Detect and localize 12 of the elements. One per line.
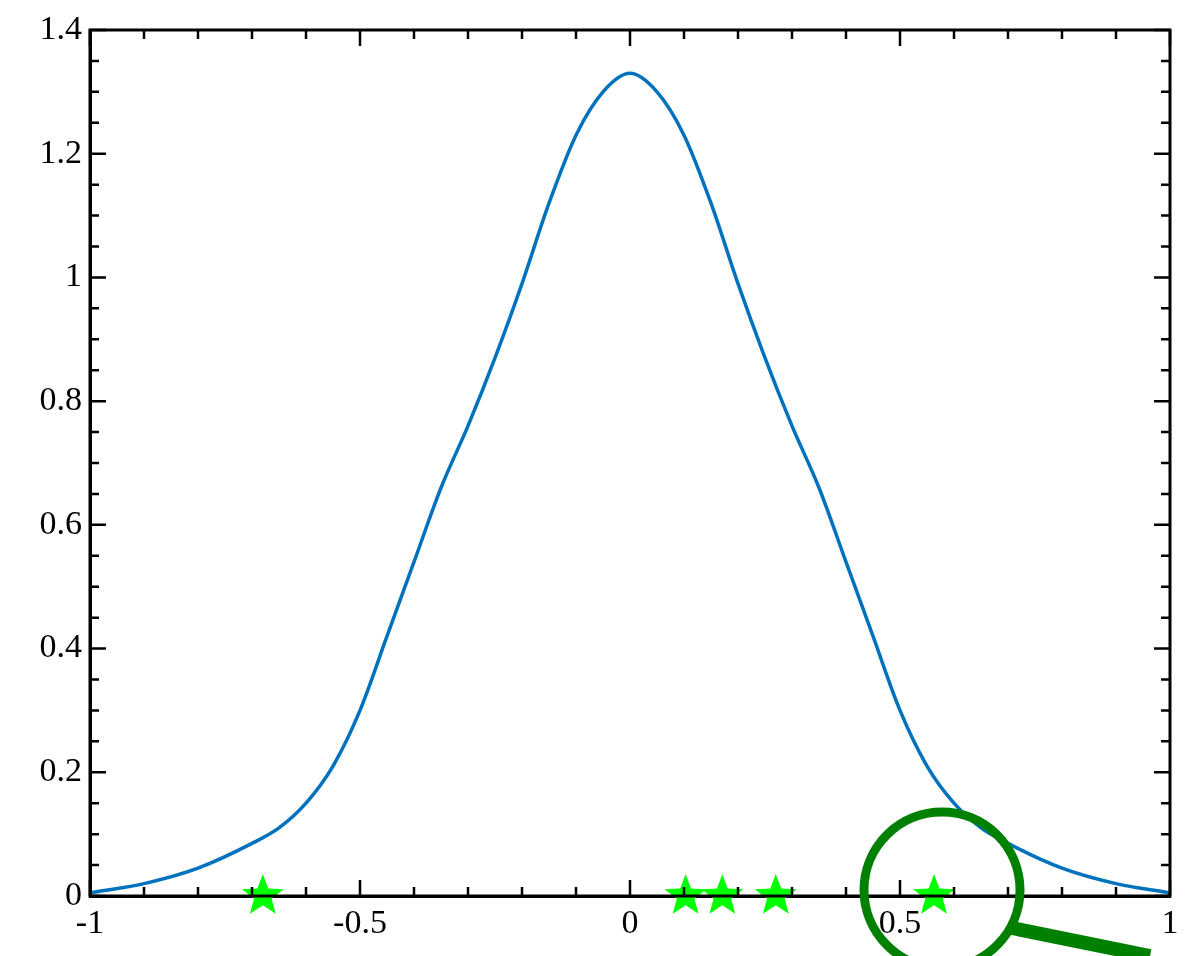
x-tick-label: -0.5 bbox=[333, 903, 387, 941]
y-tick-label: 1.2 bbox=[39, 132, 82, 170]
y-tick-label: 0 bbox=[65, 874, 82, 912]
y-tick-label: 0.2 bbox=[39, 751, 82, 789]
y-tick-label: 1.4 bbox=[39, 8, 82, 46]
x-tick-label: 1 bbox=[1161, 903, 1179, 941]
y-tick-label: 1 bbox=[65, 256, 82, 294]
y-tick-label: 0.4 bbox=[39, 627, 82, 665]
y-tick-label: 0.8 bbox=[39, 380, 82, 418]
x-tick-label: 0.5 bbox=[878, 903, 922, 941]
y-tick-label: 0.6 bbox=[39, 503, 82, 541]
x-tick-label: 0 bbox=[621, 903, 639, 941]
